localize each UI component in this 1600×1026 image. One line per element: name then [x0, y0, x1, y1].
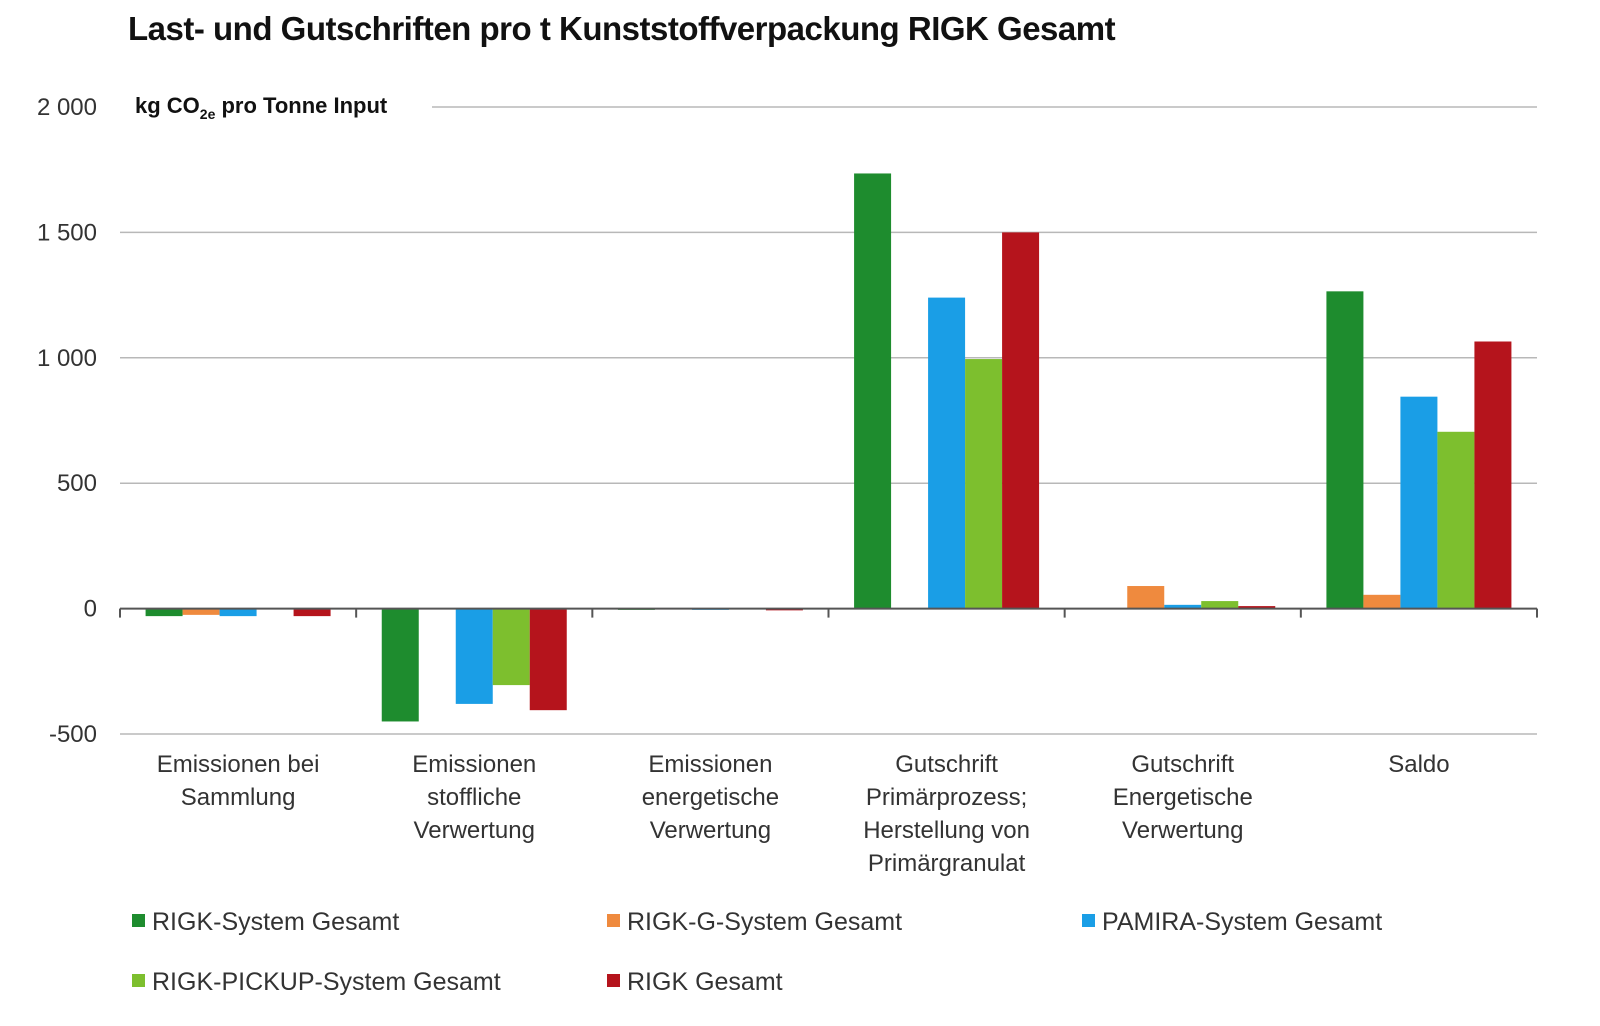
- bar: [965, 359, 1003, 609]
- legend-item: RIGK-G-System Gesamt: [607, 908, 902, 936]
- legend-label: RIGK Gesamt: [627, 968, 783, 996]
- bar: [1127, 586, 1165, 609]
- bar: [1363, 594, 1401, 609]
- bar: [145, 608, 183, 617]
- bar: [928, 297, 966, 609]
- legend-label: RIGK-PICKUP-System Gesamt: [152, 968, 501, 996]
- bar: [854, 173, 892, 609]
- legend-swatch: [132, 974, 145, 987]
- chart-title: Last- und Gutschriften pro t Kunststoffv…: [128, 10, 1116, 47]
- category-label: Emissionen stoffliche Verwertung: [412, 751, 536, 844]
- legend-item: RIGK-PICKUP-System Gesamt: [132, 968, 501, 996]
- bar: [529, 608, 567, 711]
- bar: [182, 608, 220, 615]
- bar: [492, 608, 530, 686]
- y-axis-unit-label: kg CO2e pro Tonne Input: [135, 93, 388, 122]
- legend-label: PAMIRA-System Gesamt: [1102, 908, 1382, 936]
- legend-swatch: [132, 914, 145, 927]
- bar: [1201, 601, 1239, 609]
- bar: [1437, 431, 1475, 609]
- category-label: Gutschrift Primärprozess; Herstellung von P…: [863, 751, 1030, 877]
- legend-label: RIGK-G-System Gesamt: [627, 908, 902, 936]
- legend-swatch: [1082, 914, 1095, 927]
- bar: [1400, 396, 1438, 609]
- bar: [1164, 604, 1202, 609]
- bar: [219, 608, 257, 617]
- legend-item: RIGK Gesamt: [607, 968, 783, 996]
- category-labels: Emissionen bei Sammlung Emissionen stofflic…: [157, 751, 1450, 877]
- category-label: Gutschrift Energetische Verwertung: [1113, 751, 1253, 844]
- category-label: Saldo: [1388, 751, 1449, 778]
- bar: [1474, 341, 1512, 609]
- bar: [1326, 291, 1364, 609]
- legend-swatch: [607, 974, 620, 987]
- y-tick-label: 1 000: [37, 345, 97, 372]
- bar: [455, 608, 493, 704]
- y-axis-tick-labels: -500 0 500 1 000 1 500 2 000: [37, 94, 97, 748]
- category-label: Emissionen bei Sammlung: [157, 751, 320, 811]
- y-tick-label: 2 000: [37, 94, 97, 121]
- bar: [293, 608, 331, 617]
- grid-lines: [120, 106, 1537, 735]
- x-axis: [119, 607, 1538, 618]
- legend-swatch: [607, 914, 620, 927]
- y-tick-label: 1 500: [37, 219, 97, 246]
- bar-group: [145, 173, 1512, 722]
- bar: [381, 608, 419, 722]
- legend-label: RIGK-System Gesamt: [152, 908, 399, 936]
- legend-item: PAMIRA-System Gesamt: [1082, 908, 1382, 936]
- y-tick-label: 0: [84, 596, 97, 623]
- y-tick-label: -500: [49, 721, 97, 748]
- bar: [1002, 232, 1040, 609]
- legend-item: RIGK-System Gesamt: [132, 908, 399, 936]
- category-label: Emissionen energetische Verwertung: [642, 751, 779, 844]
- bar: [1238, 606, 1276, 609]
- y-tick-label: 500: [57, 470, 97, 497]
- legend: RIGK-System Gesamt RIGK-G-System Gesamt PA…: [132, 908, 1382, 996]
